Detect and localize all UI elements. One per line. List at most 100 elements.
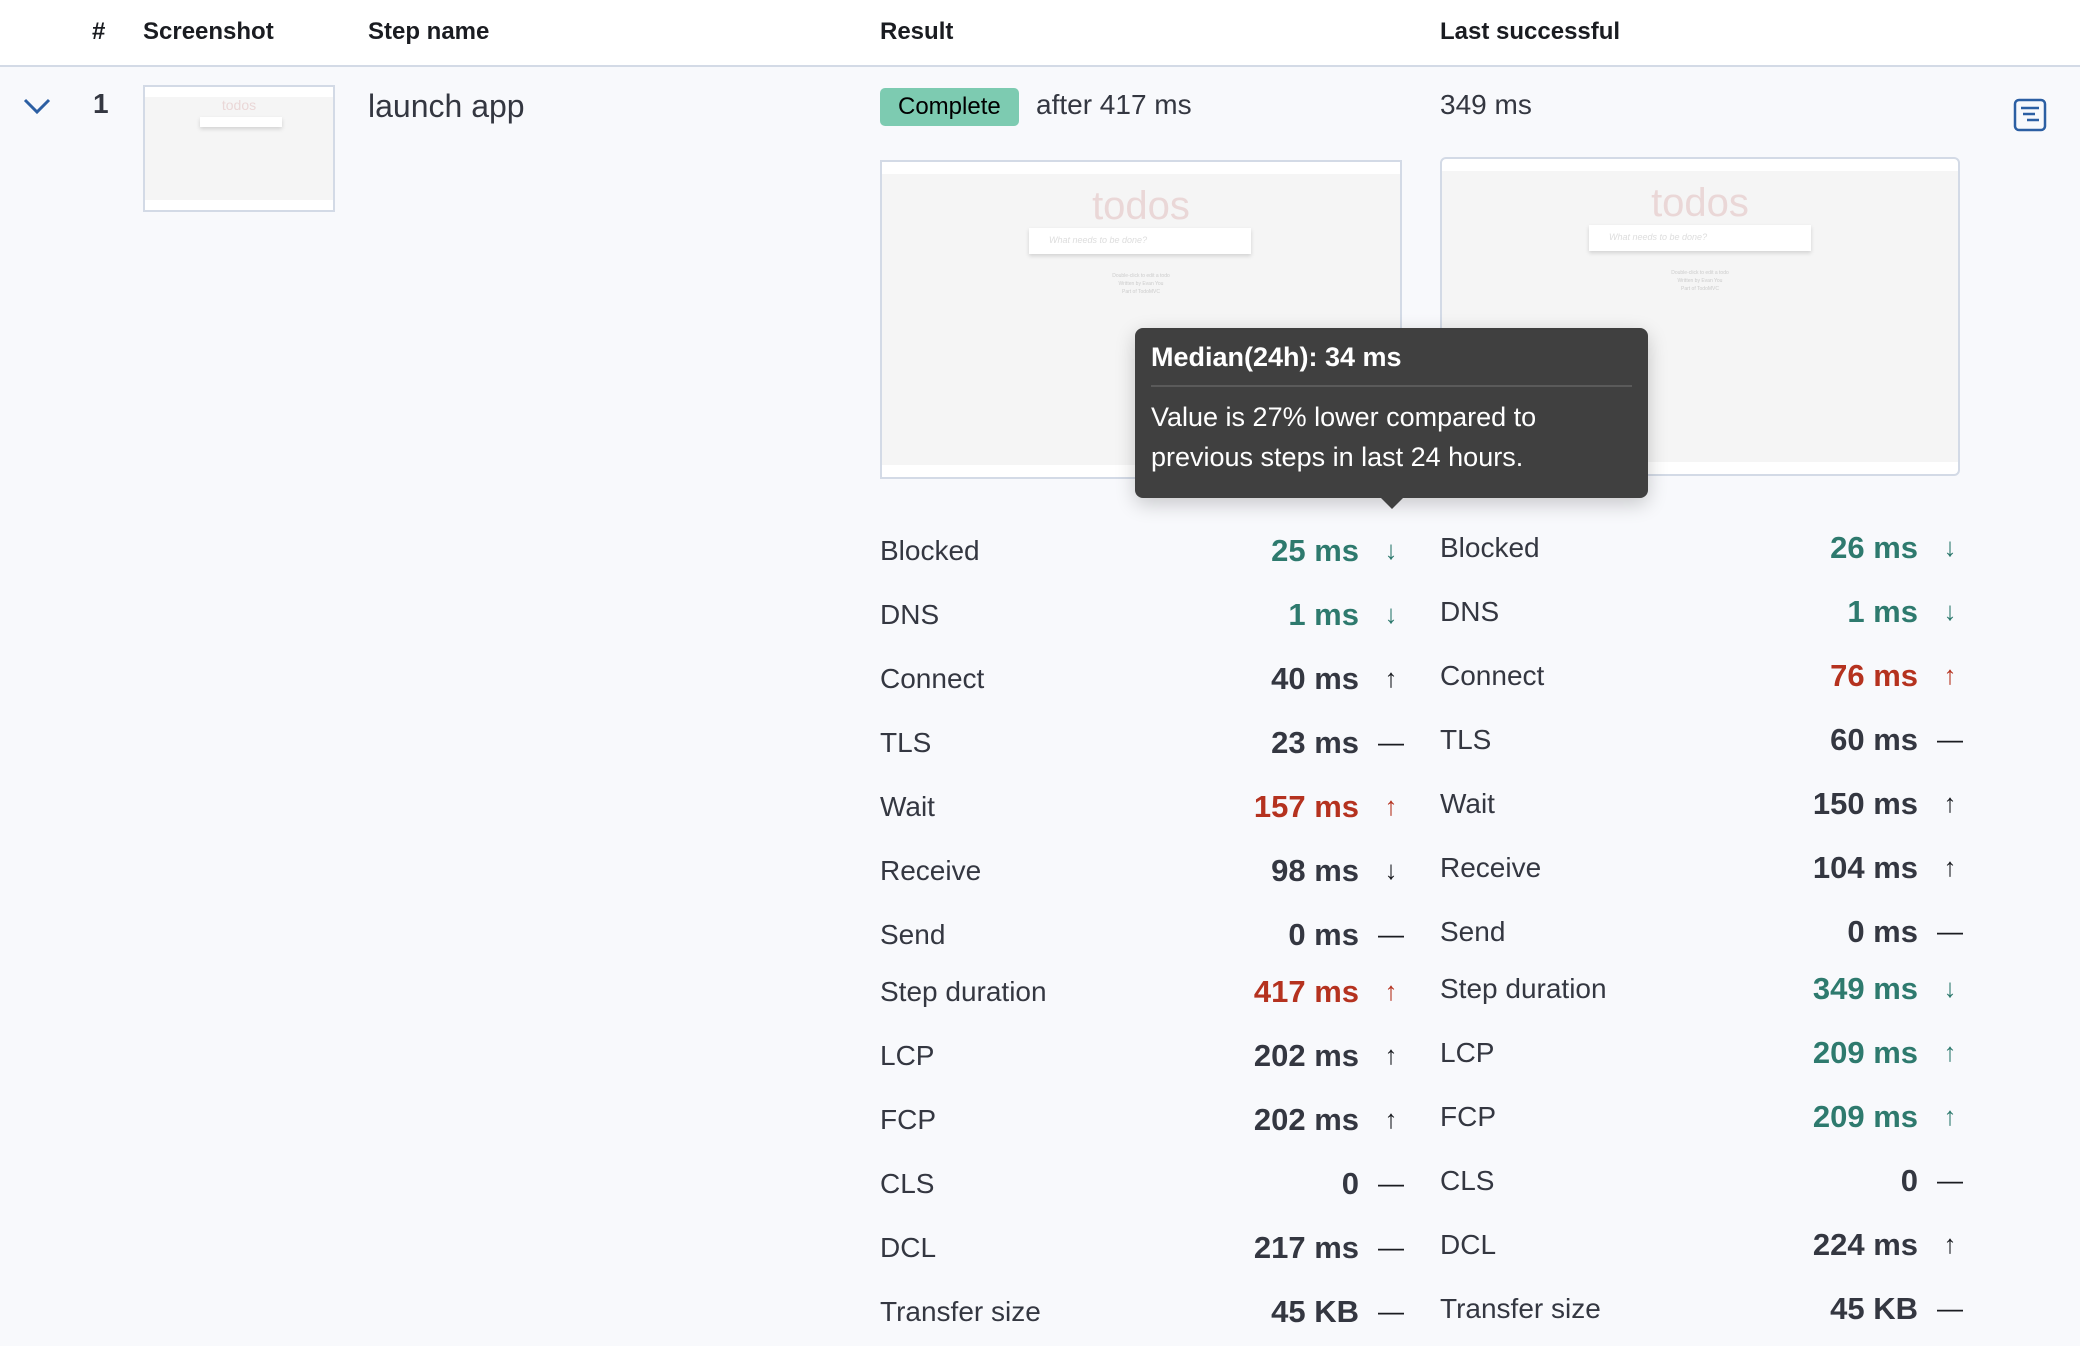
trend-down-icon: ↓	[1943, 596, 1957, 626]
trend-down-icon: ↓	[1384, 855, 1398, 885]
last-successful-duration: 349 ms	[1440, 89, 1532, 120]
metric-label: DCL	[1440, 1229, 1497, 1260]
screenshot-title: todos	[1651, 181, 1749, 225]
trend-flat-icon: —	[1937, 724, 1963, 754]
metric-label: CLS	[880, 1168, 935, 1199]
metric-value[interactable]: 60 ms	[1830, 722, 1918, 757]
header-divider	[0, 65, 2080, 67]
trend-up-icon: ↑	[1943, 1229, 1957, 1259]
step-duration-text: after 417 ms	[1036, 89, 1192, 120]
screenshot-footer-line: Part of TodoMVC	[1122, 289, 1160, 295]
metric-value[interactable]: 0 ms	[1288, 917, 1359, 952]
metric-value[interactable]: 224 ms	[1812, 1227, 1918, 1262]
metric-value[interactable]: 157 ms	[1253, 789, 1359, 824]
header-screenshot: Screenshot	[143, 18, 274, 45]
metric-value[interactable]: 45 KB	[1830, 1291, 1918, 1326]
metric-value[interactable]: 202 ms	[1253, 1038, 1359, 1073]
trend-flat-icon: —	[1378, 1168, 1404, 1198]
metric-label: Connect	[880, 663, 985, 694]
metric-value[interactable]: 1 ms	[1847, 594, 1918, 629]
status-badge: Complete	[880, 88, 1019, 126]
trend-down-icon: ↓	[1384, 535, 1398, 565]
trend-up-icon: ↑	[1943, 852, 1957, 882]
metric-label: TLS	[880, 727, 932, 758]
metric-value[interactable]: 26 ms	[1830, 530, 1918, 565]
trend-up-icon: ↑	[1384, 663, 1398, 693]
metric-value[interactable]: 417 ms	[1253, 974, 1359, 1009]
metric-value[interactable]: 23 ms	[1271, 725, 1359, 760]
trend-flat-icon: —	[1937, 1165, 1963, 1195]
metric-value[interactable]: 0	[1900, 1163, 1918, 1198]
metric-value[interactable]: 0	[1341, 1166, 1359, 1201]
trend-flat-icon: —	[1378, 1232, 1404, 1262]
trend-up-icon: ↑	[1943, 1101, 1957, 1131]
screenshot-footer-line: Double-click to edit a todo	[1671, 270, 1729, 276]
metric-value[interactable]: 25 ms	[1271, 533, 1359, 568]
screenshot-footer-line: Written by Evan You	[1677, 278, 1723, 284]
metric-label: LCP	[1440, 1037, 1495, 1068]
metric-value[interactable]: 1 ms	[1288, 597, 1359, 632]
screenshot-footer-line: Written by Evan You	[1118, 281, 1164, 287]
metric-label: TLS	[1440, 724, 1492, 755]
metric-label: DNS	[880, 599, 940, 630]
trend-flat-icon: —	[1378, 1296, 1404, 1326]
metric-label: Wait	[1440, 788, 1495, 819]
step-details-icon[interactable]	[2013, 98, 2047, 132]
metric-label: Step duration	[880, 976, 1047, 1007]
trend-flat-icon: —	[1378, 727, 1404, 757]
metric-label: Step duration	[1440, 973, 1607, 1004]
screenshot-input: What needs to be done?	[1589, 225, 1811, 251]
metric-label: LCP	[880, 1040, 935, 1071]
metric-value[interactable]: 202 ms	[1253, 1102, 1359, 1137]
metric-label: Connect	[1440, 660, 1545, 691]
metric-label: Blocked	[1440, 532, 1540, 563]
trend-up-icon: ↑	[1384, 1040, 1398, 1070]
metric-value[interactable]: 40 ms	[1271, 661, 1359, 696]
metric-value[interactable]: 209 ms	[1812, 1099, 1918, 1134]
trend-flat-icon: —	[1937, 916, 1963, 946]
trend-down-icon: ↓	[1943, 973, 1957, 1003]
screenshot-input: What needs to be done?	[1029, 228, 1251, 254]
metric-label: Send	[1440, 916, 1506, 947]
step-name: launch app	[368, 88, 525, 124]
tooltip-arrow	[1380, 497, 1404, 509]
metric-value[interactable]: 150 ms	[1812, 786, 1918, 821]
header-last-successful: Last successful	[1440, 18, 1621, 45]
metric-value[interactable]: 76 ms	[1830, 658, 1918, 693]
tooltip-body: Value is 27% lower compared to previous …	[1151, 402, 1537, 472]
step-thumbnail[interactable]: todos	[143, 85, 335, 212]
trend-up-icon: ↑	[1943, 788, 1957, 818]
trend-flat-icon: —	[1937, 1293, 1963, 1323]
metric-value[interactable]: 45 KB	[1271, 1294, 1359, 1329]
trend-up-icon: ↑	[1943, 1037, 1957, 1067]
tooltip-title: Median(24h): 34 ms	[1151, 342, 1632, 387]
trend-down-icon: ↓	[1943, 532, 1957, 562]
metric-value[interactable]: 217 ms	[1253, 1230, 1359, 1265]
metric-value[interactable]: 104 ms	[1812, 850, 1918, 885]
collapse-chevron-icon[interactable]	[22, 94, 52, 118]
metric-label: Wait	[880, 791, 935, 822]
screenshot-footer-line: Part of TodoMVC	[1681, 286, 1719, 292]
metric-label: Transfer size	[1440, 1293, 1601, 1324]
trend-up-icon: ↑	[1384, 791, 1398, 821]
trend-up-icon: ↑	[1384, 1104, 1398, 1134]
trend-up-icon: ↑	[1384, 976, 1398, 1006]
median-tooltip: Median(24h): 34 ms Value is 27% lower co…	[1135, 328, 1648, 498]
metric-label: Blocked	[880, 535, 980, 566]
metric-value[interactable]: 209 ms	[1812, 1035, 1918, 1070]
metric-label: Receive	[1440, 852, 1542, 883]
metric-label: FCP	[880, 1104, 936, 1135]
metric-label: Transfer size	[880, 1296, 1041, 1327]
metric-label: Receive	[880, 855, 982, 886]
step-index: 1	[93, 88, 109, 119]
metric-value[interactable]: 0 ms	[1847, 914, 1918, 949]
metric-label: DCL	[880, 1232, 937, 1263]
trend-flat-icon: —	[1378, 919, 1404, 949]
header-step-name[interactable]: Step name	[368, 18, 490, 45]
header-index: #	[92, 18, 106, 45]
metric-value[interactable]: 98 ms	[1271, 853, 1359, 888]
metric-label: CLS	[1440, 1165, 1495, 1196]
metric-value[interactable]: 349 ms	[1812, 971, 1918, 1006]
header-result: Result	[880, 18, 954, 45]
metric-label: DNS	[1440, 596, 1500, 627]
